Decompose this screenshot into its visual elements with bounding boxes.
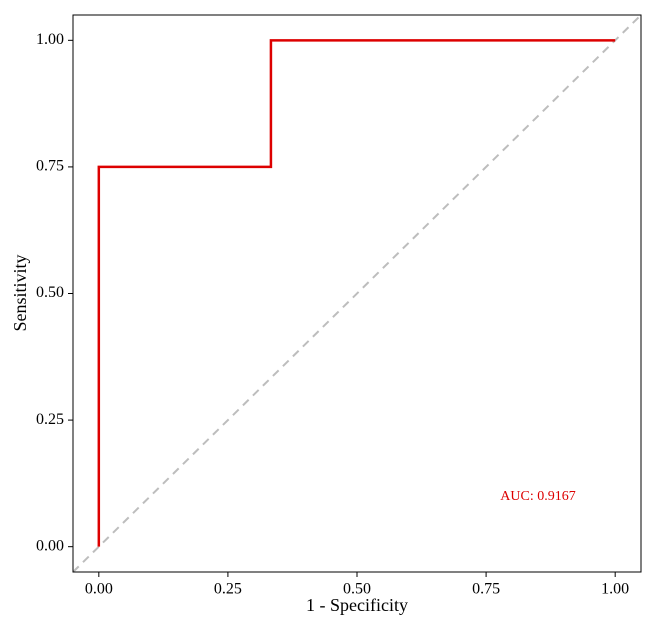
x-tick-label: 1.00	[601, 581, 629, 598]
x-axis-label: 1 - Specificity	[306, 595, 408, 615]
y-tick-label: 0.50	[36, 284, 64, 301]
x-tick-label: 0.50	[343, 581, 371, 598]
x-tick-label: 0.00	[85, 581, 113, 598]
auc-annotation: AUC: 0.9167	[500, 489, 575, 504]
roc-curve	[97, 39, 616, 547]
x-tick-label: 0.25	[214, 581, 242, 598]
reference-diagonal	[72, 14, 642, 573]
x-tick-label: 0.75	[472, 581, 500, 598]
y-tick-label: 1.00	[36, 31, 64, 48]
y-tick-label: 0.75	[36, 158, 64, 175]
y-tick-label: 0.25	[36, 411, 64, 428]
y-tick-label: 0.00	[36, 537, 64, 554]
y-axis-label: Sensitivity	[10, 254, 30, 331]
